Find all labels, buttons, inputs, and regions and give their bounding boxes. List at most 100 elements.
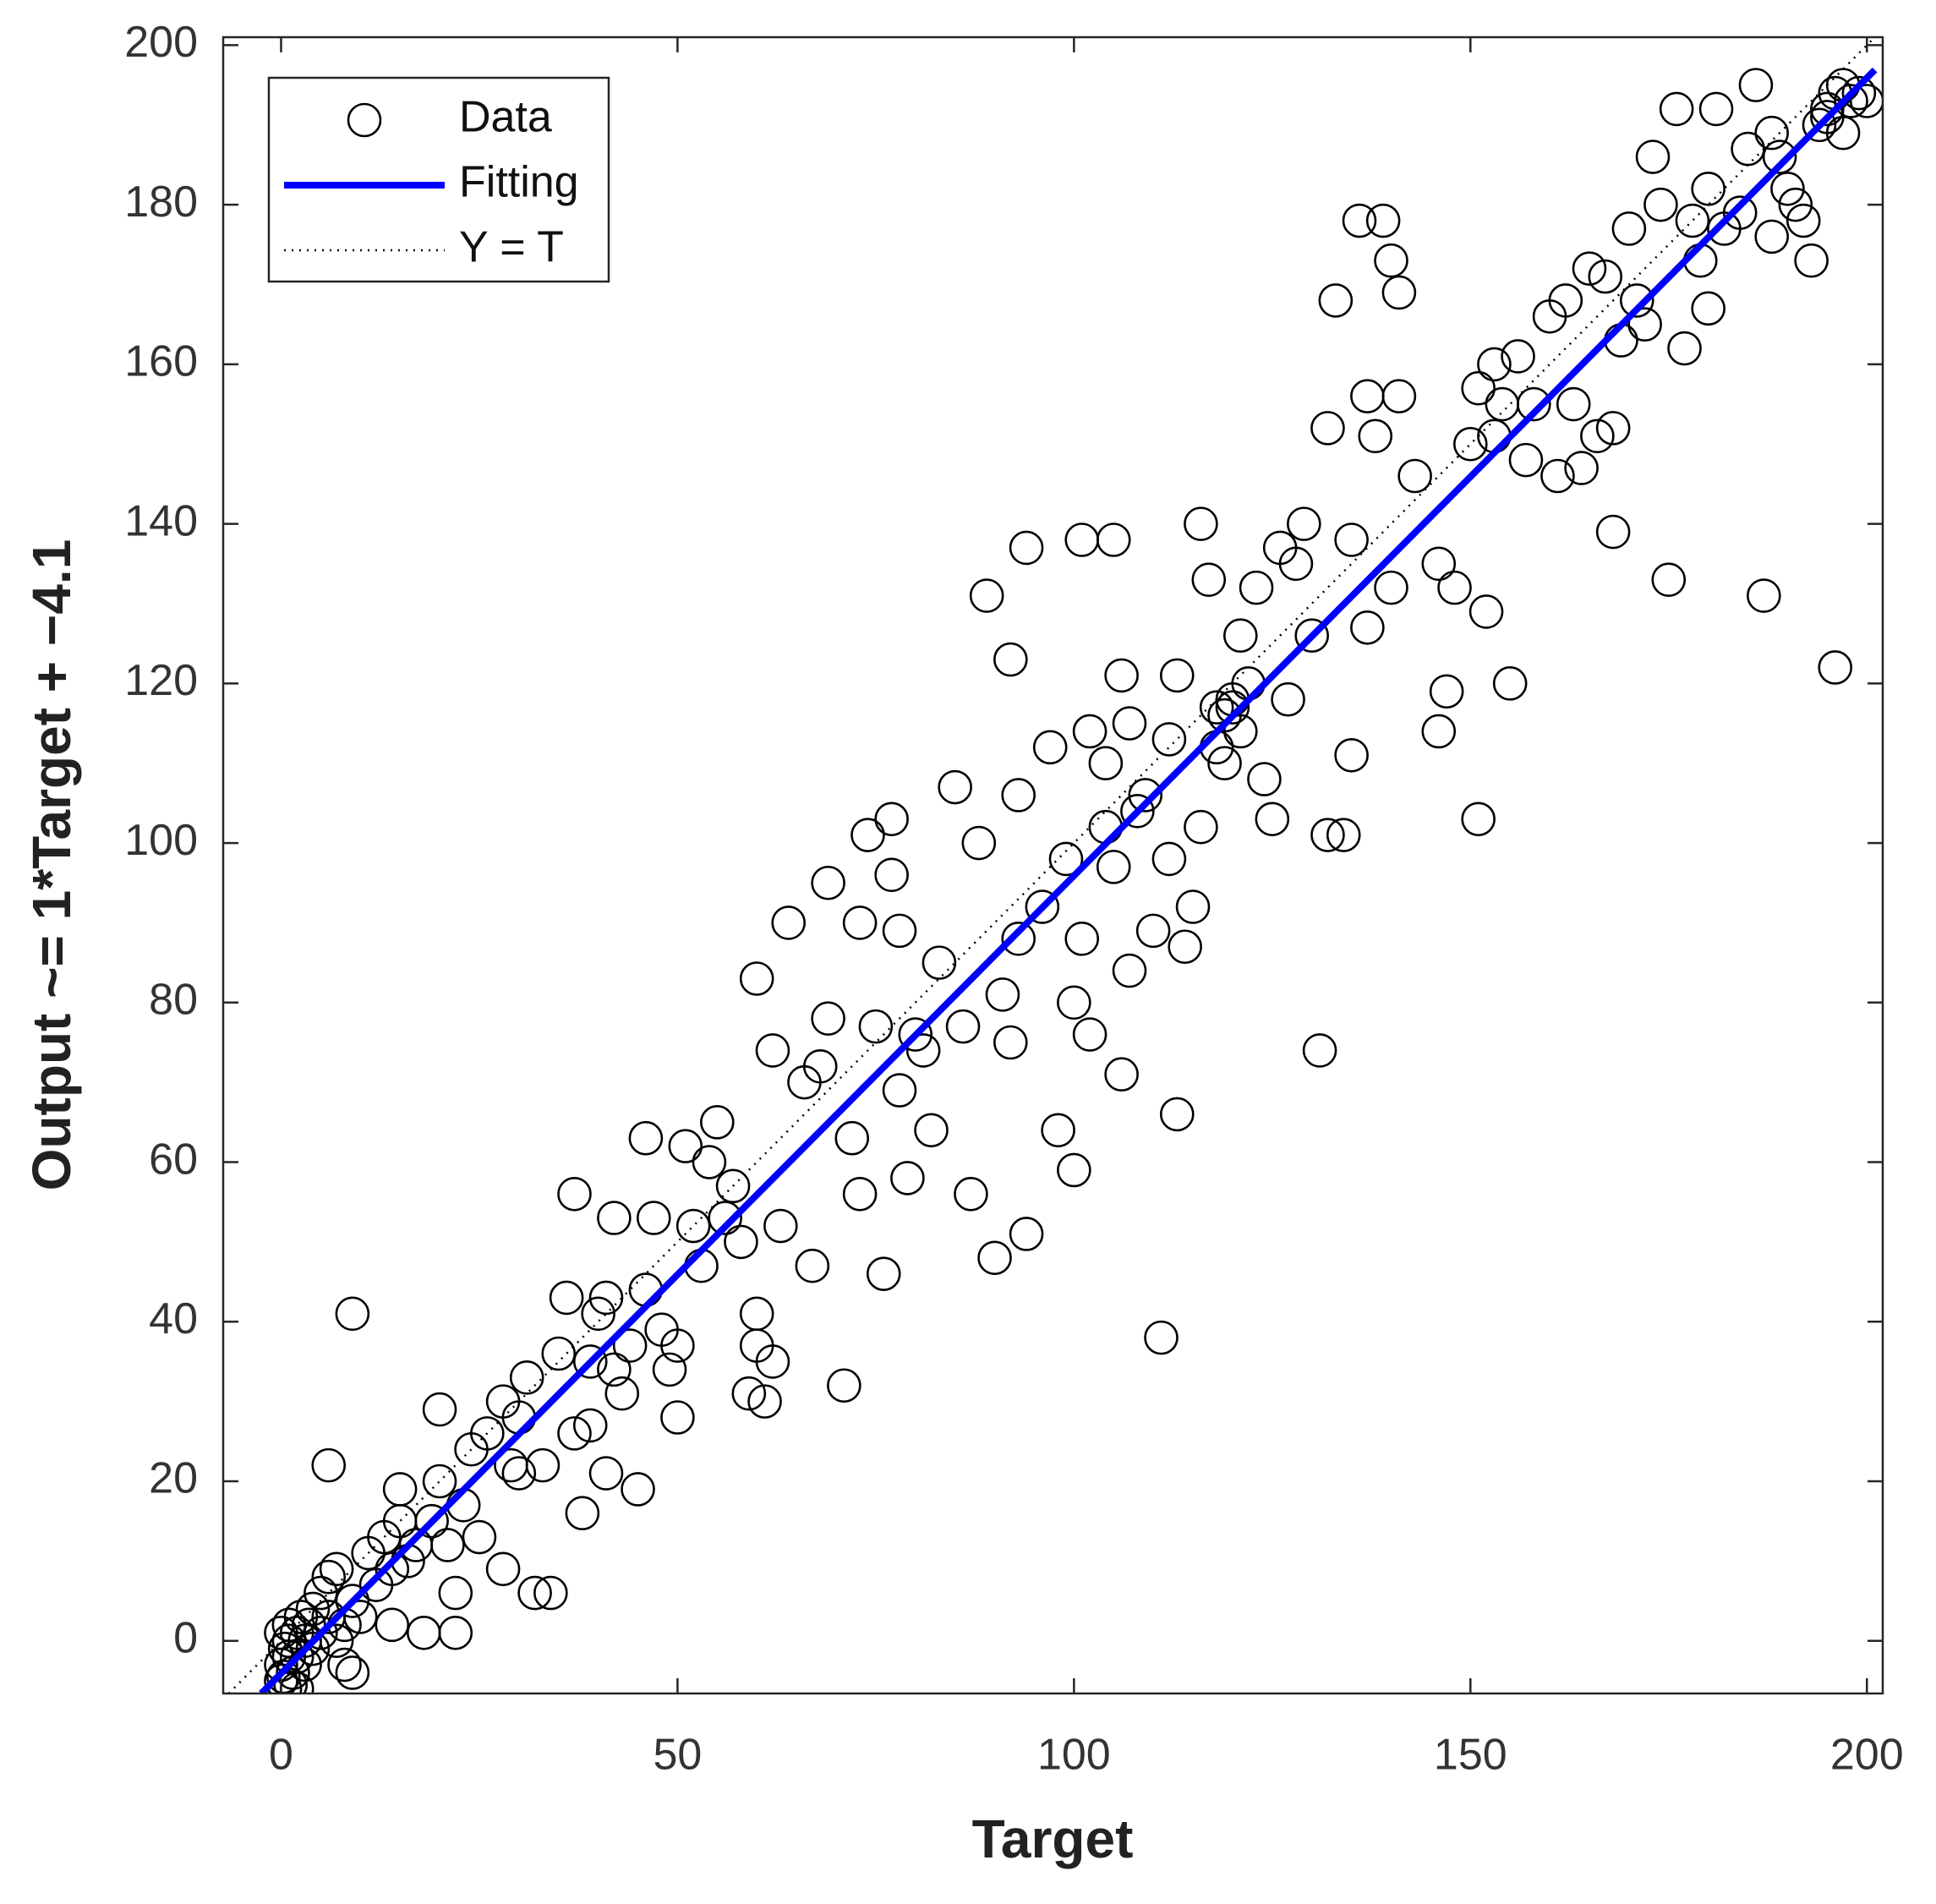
data-point [1025,889,1060,924]
data-point [1643,187,1678,222]
data-point [264,1615,298,1650]
series-line [227,37,1876,1693]
data-point [660,1400,695,1435]
data-point [342,1600,378,1634]
data-point [1421,714,1457,749]
data-point [1184,809,1218,845]
data-point [335,1655,370,1690]
data-point [692,1145,727,1179]
data-point [509,1360,544,1395]
data-point [747,1384,782,1419]
data-point [1318,283,1354,318]
data-point [1691,291,1725,326]
data-point [1255,802,1290,837]
data-point [1159,1097,1195,1132]
data-point [565,1496,600,1531]
data-point [969,578,1004,613]
data-point [993,1025,1028,1060]
data-point [763,1208,798,1244]
data-point [1199,690,1234,725]
data-point [1223,618,1258,654]
y-tick-label: 20 [149,1454,198,1503]
data-point [1802,107,1837,143]
data-point [1168,929,1202,965]
data-point [905,1033,941,1068]
data-point [1239,570,1274,605]
data-point [1834,84,1868,118]
legend-label: Fitting [459,158,579,207]
data-point [1540,458,1575,494]
data-point [1278,546,1314,582]
data-point [1151,722,1187,757]
data-point [1057,985,1091,1020]
data-point [375,1551,410,1587]
data-point [1421,546,1457,582]
data-point [1287,506,1321,541]
data-point [335,1584,370,1618]
data-point [1786,203,1821,238]
plot-marks [227,37,1883,1693]
data-point [1048,841,1084,877]
data-point [1207,746,1242,781]
data-point [1135,913,1171,949]
data-point [1223,714,1258,749]
data-point [961,825,997,861]
data-point [1365,203,1401,238]
data-point [628,1120,664,1156]
data-point [1326,818,1361,852]
data-point [1064,922,1100,956]
data-point [652,1352,687,1387]
data-point [1184,506,1218,541]
data-point [311,1447,347,1483]
data-point [604,1376,640,1411]
data-point [1564,451,1599,485]
data-point [739,1296,774,1332]
data-point [1302,1033,1337,1068]
data-point [1112,706,1147,741]
data-point [1778,187,1813,222]
data-point [470,1416,505,1451]
data-point [414,1503,449,1539]
data-point [1104,1057,1139,1092]
data-point [1001,778,1036,812]
data-point [985,977,1020,1012]
data-point [675,1208,711,1244]
data-point [1009,530,1044,566]
legend: Data Fitting Y = T [267,76,610,283]
data-point [1072,1017,1107,1052]
data-point [1659,91,1694,127]
data-point [882,913,917,949]
data-point [422,1392,457,1427]
data-point [858,1009,894,1044]
data-point [945,1009,981,1044]
data-point [708,1201,742,1235]
data-point [295,1591,331,1627]
data-point [1754,219,1789,254]
data-point [1762,140,1797,174]
data-point [271,1639,307,1674]
y-tick-label: 180 [124,178,198,227]
data-point [1358,419,1393,454]
data-point [1374,570,1408,605]
data-point [1818,650,1853,685]
y-tick-label: 80 [149,976,198,1025]
data-point [549,1280,584,1316]
data-point [1517,386,1551,422]
data-point [1810,91,1845,127]
data-point [938,769,972,805]
y-tick-label: 100 [124,816,198,865]
data-point [1112,953,1147,988]
y-tick-label: 160 [124,337,198,386]
data-point [1492,666,1528,701]
data-point [668,1129,703,1163]
data-point [557,1176,592,1212]
data-point [1215,690,1250,725]
data-point [1057,1152,1091,1188]
data-point [842,905,878,940]
data-point [755,1344,790,1379]
x-tick-label: 50 [653,1731,702,1780]
data-point [375,1607,410,1643]
data-point [914,1113,949,1148]
data-point [1461,802,1496,837]
data-point [1009,1217,1044,1251]
